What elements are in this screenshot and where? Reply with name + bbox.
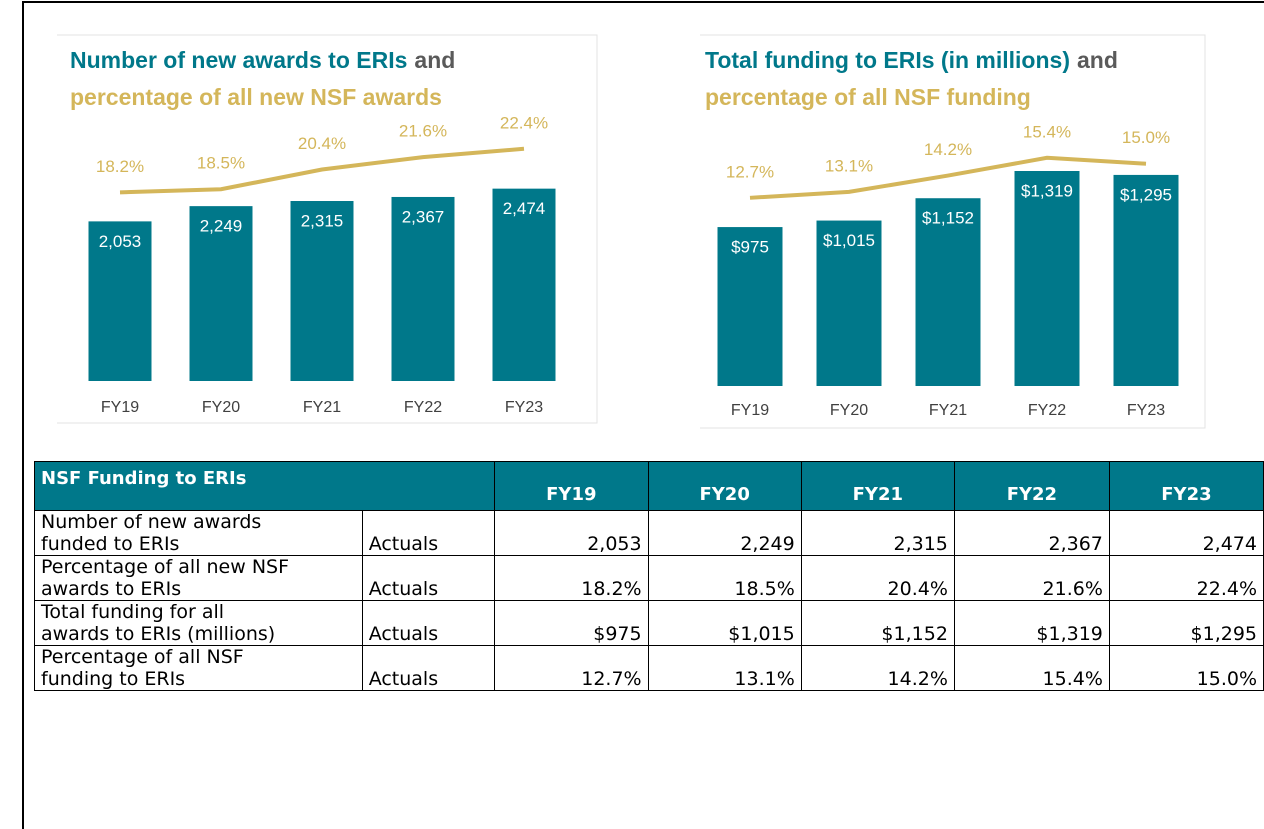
table-row: Total funding for all awards to ERIs (mi… (34, 600, 1264, 646)
table-row: Percentage of all NSF funding to ERIs Act… (34, 645, 1264, 691)
bar (391, 196, 455, 381)
line-value-label: 20.4% (298, 134, 346, 153)
table-cell: Actuals (361, 600, 496, 646)
table-cell: Total funding for all awards to ERIs (mi… (34, 600, 363, 646)
header-row: NSF Funding to ERIs FY19 FY20 FY21 FY22 FY23 (33, 461, 1264, 511)
header-cell: FY21 (800, 461, 955, 511)
table-row: Percentage of all new NSF awards to ERIs… (34, 555, 1264, 601)
table-cell: Percentage of all NSF funding to ERIs (34, 645, 363, 691)
bar-value-label: $975 (731, 238, 769, 257)
bar-value-label: 2,474 (503, 199, 546, 218)
table-cell: 13.1% (647, 645, 802, 691)
chart-title: Total funding to ERIs (in millions) and (705, 47, 1118, 73)
table-cell: 22.4% (1108, 555, 1264, 601)
table-cell: 15.4% (953, 645, 1110, 691)
bar-value-label: 2,053 (99, 232, 142, 251)
line-value-label: 13.1% (825, 156, 873, 175)
line-value-label: 12.7% (726, 162, 774, 181)
x-tick-label: FY19 (731, 402, 769, 419)
bar (290, 201, 354, 381)
line-value-label: 15.4% (1023, 122, 1071, 141)
table-cell: 21.6% (953, 555, 1110, 601)
line-value-label: 18.2% (96, 157, 144, 176)
header-cell: FY19 (494, 461, 649, 511)
chart-title: percentage of all NSF funding (705, 84, 1031, 110)
table-cell: 2,474 (1108, 510, 1264, 556)
x-tick-label: FY22 (404, 399, 442, 416)
bar-value-label: $1,015 (823, 231, 875, 250)
chart-title: Number of new awards to ERIs and (70, 47, 455, 73)
x-tick-label: FY19 (101, 399, 139, 416)
line-value-label: 15.0% (1122, 128, 1170, 147)
bar (915, 198, 981, 386)
table-cell: 2,315 (800, 510, 955, 556)
bar (189, 206, 253, 381)
chart-frame (700, 34, 1206, 429)
bar (717, 227, 783, 386)
bar-value-label: 2,315 (301, 211, 344, 230)
line-value-label: 21.6% (399, 122, 447, 141)
title-part: and (1077, 47, 1118, 73)
table-cell: $1,015 (647, 600, 802, 646)
bar-value-label: $1,295 (1120, 185, 1172, 204)
header-cell: FY23 (1108, 461, 1264, 511)
header-cell: FY22 (953, 461, 1110, 511)
x-tick-label: FY20 (830, 402, 868, 419)
chart-frame (57, 34, 598, 424)
table-cell: Percentage of all new NSF awards to ERIs (34, 555, 363, 601)
table-cell: 18.5% (647, 555, 802, 601)
table-cell: 20.4% (800, 555, 955, 601)
table-cell: Actuals (361, 645, 496, 691)
table-row: Number of new awards funded to ERIs Actua… (34, 510, 1264, 556)
table-cell: $1,319 (953, 600, 1110, 646)
bar (1113, 174, 1179, 386)
title-part: Number of new awards to ERIs (70, 47, 407, 73)
line-value-label: 14.2% (924, 140, 972, 159)
table-cell: 2,053 (494, 510, 649, 556)
table-cell: 14.2% (800, 645, 955, 691)
table-cell: $1,152 (800, 600, 955, 646)
table-cell: 18.2% (494, 555, 649, 601)
title-part: and (414, 47, 455, 73)
bar-value-label: 2,367 (402, 207, 445, 226)
bar (816, 220, 882, 386)
table-cell: $975 (494, 600, 649, 646)
x-tick-label: FY23 (505, 399, 543, 416)
line (749, 155, 1147, 200)
table-cell: Actuals (361, 555, 496, 601)
x-tick-label: FY21 (303, 399, 341, 416)
x-tick-label: FY20 (202, 399, 240, 416)
line-value-label: 22.4% (500, 113, 548, 132)
bar (88, 221, 152, 381)
table-cell: 2,249 (647, 510, 802, 556)
page-border (22, 1, 1264, 829)
bar (1014, 171, 1080, 386)
table-cell: 2,367 (953, 510, 1110, 556)
table-cell: 15.0% (1108, 645, 1264, 691)
data-table: NSF Funding to ERIs FY19 FY20 FY21 FY22 FY23 N… (33, 461, 1264, 691)
bar-value-label: $1,152 (922, 209, 974, 228)
line-value-label: 18.5% (197, 154, 245, 173)
bar-value-label: 2,249 (200, 217, 243, 236)
title-part: percentage of all new NSF awards (70, 84, 442, 110)
x-tick-label: FY22 (1028, 402, 1066, 419)
table-cell: 12.7% (494, 645, 649, 691)
title-part: percentage of all NSF funding (705, 84, 1031, 110)
bar (492, 188, 556, 381)
header-cell: FY20 (647, 461, 802, 511)
table-cell: Actuals (361, 510, 496, 556)
header-cell: NSF Funding to ERIs (33, 461, 496, 511)
table-cell: $1,295 (1108, 600, 1264, 646)
table-cell: Number of new awards funded to ERIs (34, 510, 363, 556)
line (119, 146, 525, 195)
title-part: Total funding to ERIs (in millions) (705, 47, 1070, 73)
x-tick-label: FY23 (1127, 402, 1165, 419)
x-tick-label: FY21 (929, 402, 967, 419)
bar-value-label: $1,319 (1021, 181, 1073, 200)
chart-title: percentage of all new NSF awards (70, 84, 442, 110)
